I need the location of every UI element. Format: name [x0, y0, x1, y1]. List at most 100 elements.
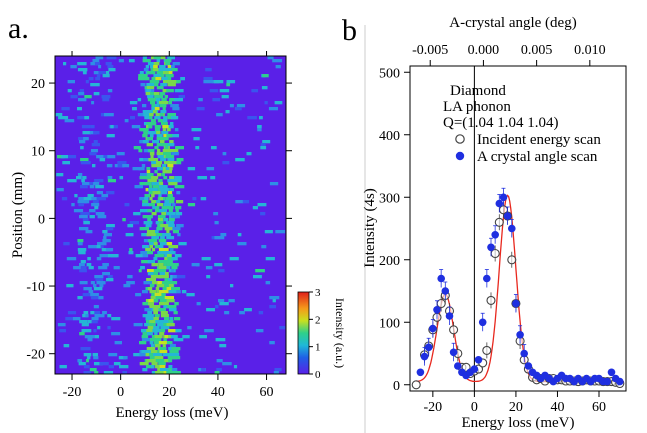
- heatmap-cell: [167, 257, 176, 261]
- heatmap-cell: [168, 290, 177, 294]
- heatmap-cell: [88, 245, 98, 249]
- heatmap-cell: [78, 98, 87, 102]
- heatmap-cell: [140, 209, 148, 213]
- heatmap-cell: [154, 128, 160, 132]
- top-tick-label: 0.005: [521, 43, 553, 58]
- heatmap-cell: [166, 341, 173, 345]
- heatmap-cell: [159, 302, 169, 306]
- heatmap-cell: [81, 125, 91, 129]
- heatmap-cell: [166, 287, 171, 291]
- heatmap-cell: [204, 329, 214, 333]
- heatmap-cell: [98, 65, 102, 69]
- heatmap-cell: [78, 137, 85, 141]
- heatmap-cell: [193, 137, 200, 141]
- heatmap-cell: [107, 89, 113, 93]
- heatmap-cell: [162, 107, 166, 111]
- heatmap-cell: [96, 74, 101, 78]
- heatmap-cell: [169, 317, 173, 321]
- heatmap-cell: [79, 320, 88, 324]
- heatmap-cell: [107, 179, 116, 183]
- heatmap-cell: [272, 299, 276, 303]
- heatmap-cell: [170, 269, 175, 273]
- heatmap-cell: [181, 290, 187, 294]
- heatmap-cell: [95, 293, 99, 297]
- data-point-filled: [616, 377, 624, 386]
- heatmap-cell: [158, 68, 169, 72]
- data-point-open: [482, 345, 492, 355]
- heatmap-cell: [142, 314, 150, 318]
- heatmap-cell: [82, 314, 88, 318]
- heatmap-cell: [153, 299, 159, 303]
- heatmap-cell: [146, 89, 152, 93]
- heatmap-cell: [159, 299, 169, 303]
- heatmap-cell: [269, 341, 275, 345]
- heatmap-cell: [107, 176, 113, 180]
- heatmap-cell: [218, 299, 225, 303]
- heatmap-cell: [163, 176, 168, 180]
- heatmap-cell: [72, 317, 81, 321]
- heatmap-cell: [265, 257, 275, 261]
- heatmap-cell: [83, 137, 89, 141]
- heatmap-cell: [86, 356, 91, 360]
- heatmap-cell: [157, 218, 164, 222]
- heatmap-cell: [255, 269, 265, 273]
- heatmap-cell: [164, 254, 170, 258]
- heatmap-cell: [96, 281, 106, 285]
- heatmap-cell: [138, 149, 143, 153]
- heatmap-cell: [148, 149, 155, 153]
- heatmap-cell: [173, 317, 181, 321]
- heatmap-cell: [63, 242, 70, 246]
- heatmap-cell: [162, 71, 172, 75]
- heatmap-cell: [160, 311, 168, 315]
- heatmap-cell: [98, 71, 105, 75]
- heatmap-cell: [67, 179, 77, 183]
- heatmap-cell: [162, 344, 166, 348]
- heatmap-cell: [152, 185, 163, 189]
- heatmap-cell: [156, 161, 163, 165]
- heatmap-cell: [147, 62, 155, 66]
- heatmap-cell: [145, 248, 151, 252]
- heatmap-cell: [154, 335, 163, 339]
- heatmap-cell: [73, 266, 81, 270]
- heatmap-cell: [90, 149, 98, 153]
- heatmap-cell: [221, 95, 229, 99]
- heatmap-cell: [106, 56, 117, 60]
- heatmap-cell: [63, 62, 67, 66]
- heatmap-cell: [135, 254, 143, 258]
- heatmap-cell: [108, 353, 118, 357]
- heatmap-cell: [247, 116, 257, 120]
- heatmap-cell: [201, 257, 211, 261]
- heatmap-cell: [154, 314, 160, 318]
- heatmap-cell: [149, 185, 153, 189]
- data-point-filled: [487, 243, 495, 252]
- heatmap-cell: [171, 347, 181, 351]
- heatmap-cell: [146, 347, 156, 351]
- y-tick-label: 20: [31, 77, 45, 92]
- heatmap-cell: [145, 224, 152, 228]
- heatmap-cell: [83, 221, 90, 225]
- heatmap-cell: [155, 296, 163, 300]
- heatmap-cell: [168, 161, 178, 165]
- heatmap-cell: [88, 266, 94, 270]
- heatmap-cell: [117, 161, 127, 165]
- heatmap-cell: [226, 80, 236, 84]
- heatmap-cell: [175, 209, 179, 213]
- top-tick-label: 0.010: [574, 43, 606, 58]
- heatmap-cell: [218, 269, 225, 273]
- heatmap-cell: [171, 287, 180, 291]
- heatmap-cell: [139, 353, 148, 357]
- heatmap-cell: [237, 242, 247, 246]
- panel-a-y-axis: 20 10 0 -10 -20: [26, 77, 292, 363]
- heatmap-cell: [103, 236, 107, 240]
- heatmap-cell: [174, 128, 179, 132]
- heatmap-cell: [150, 338, 154, 342]
- heatmap-cell: [153, 326, 160, 330]
- heatmap-cell: [71, 203, 75, 207]
- heatmap-cell: [154, 254, 165, 258]
- heatmap-cell: [258, 311, 264, 315]
- heatmap-cell: [102, 239, 111, 243]
- heatmap-cell: [144, 86, 150, 90]
- panel-a-heatmap: [54, 55, 287, 375]
- heatmap-cell: [143, 221, 150, 225]
- x-tick-label: 0: [471, 400, 478, 415]
